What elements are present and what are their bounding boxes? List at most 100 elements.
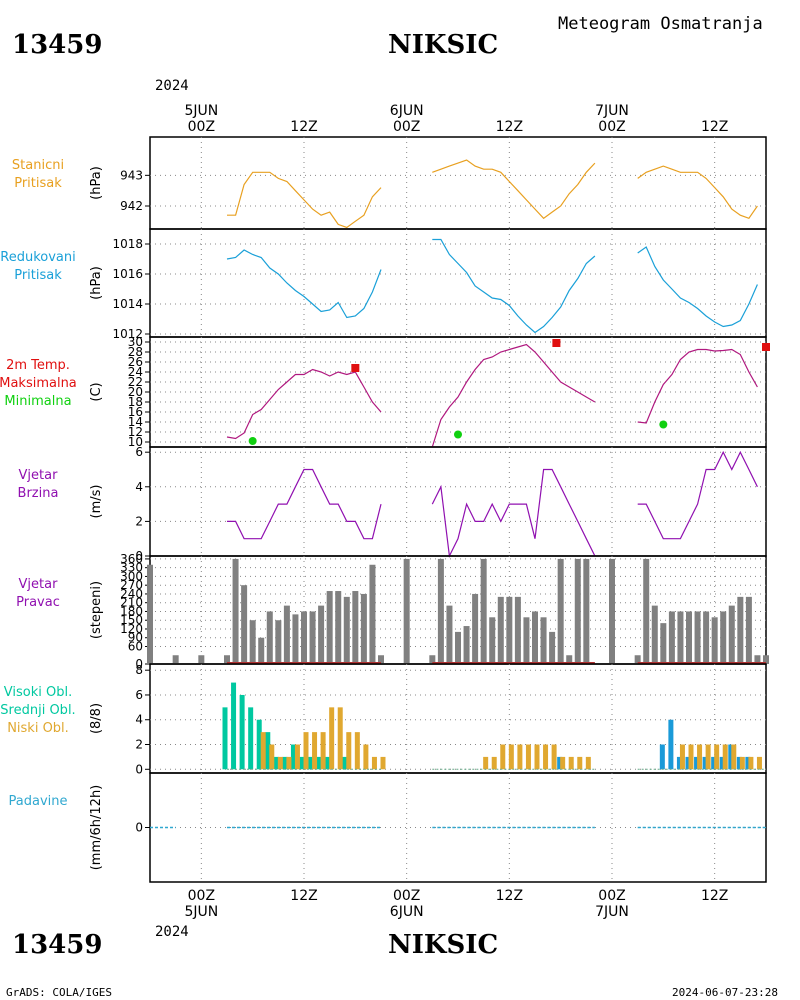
direction-bar [266,611,273,664]
high-cloud-bar [325,756,331,770]
direction-bar [703,611,710,664]
direction-bar [609,558,615,664]
tmax-marker [762,343,770,351]
direction-bar [574,558,581,664]
direction-bar [686,611,692,664]
panel-label-wind-speed: Vjetar [19,468,59,483]
direction-bar [643,558,650,664]
y-tick-label-wind-direction: 120 [120,622,143,636]
time-label-top: 00Z [598,119,625,135]
low-cloud-bar [508,744,514,770]
mid-cloud-bar [659,744,665,770]
direction-bar [566,655,573,664]
high-cloud-bar [265,732,271,770]
y-tick-label-wind-direction: 180 [120,604,143,618]
direction-bar [745,596,752,664]
series-line-temperature [637,348,758,424]
direction-bar [506,596,513,664]
low-cloud-bar [697,744,703,770]
low-cloud-bar [277,756,283,770]
low-cloud-bar [294,744,300,770]
mid-cloud-bar [745,756,751,770]
y-tick-label-temperature: 18 [128,395,143,409]
high-cloud-bar [248,707,254,770]
direction-bar [198,655,205,664]
unit-label-station-pressure: (hPa) [89,166,104,200]
panel-frame-reduced-pressure [149,228,767,338]
y-tick-label-station-pressure: 943 [120,168,143,182]
y-tick-label-wind-direction: 300 [120,569,143,583]
station-name-header: NIKSIC [388,30,499,60]
direction-bar [523,617,530,664]
high-cloud-bar [290,744,296,770]
direction-bar [318,605,325,664]
low-cloud-bar [756,756,762,770]
y-tick-label-wind-direction: 90 [128,631,143,645]
y-tick-label-wind-direction: 60 [128,639,143,653]
direction-bar [754,655,761,664]
direction-bar [480,558,487,664]
direction-bar [472,593,479,664]
direction-bar [352,591,359,664]
high-cloud-bar [256,719,262,770]
tmax-marker [552,339,561,347]
low-cloud-bar [748,756,754,770]
y-tick-label-temperature: 28 [128,345,143,359]
mid-cloud-bar [719,756,725,770]
panel-frame-station-pressure [149,136,767,230]
y-tick-label-reduced-pressure: 1016 [112,267,143,281]
time-label-top: 6JUN [390,103,424,119]
low-cloud-bar [320,732,326,770]
mid-cloud-bar [702,756,708,770]
direction-bar [301,611,307,664]
time-label-bottom: 00Z [393,888,420,904]
y-tick-label-temperature: 24 [128,365,143,379]
y-tick-label-wind-direction: 0 [135,657,143,671]
mid-cloud-bar [728,744,734,770]
time-label-bottom: 00Z [188,888,215,904]
low-cloud-bar [560,756,566,770]
low-cloud-bar [303,732,309,770]
direction-bar [711,617,718,664]
y-tick-label-wind-speed: 0 [135,549,143,563]
y-tick-label-temperature: 20 [128,385,143,399]
time-label-bottom: 7JUN [595,904,629,920]
low-cloud-bar [260,732,266,770]
direction-bar [720,611,727,664]
direction-bar [147,564,153,664]
direction-bar [489,617,496,664]
low-cloud-bar [688,744,694,770]
time-label-top: 12Z [701,119,728,135]
direction-bar [763,655,769,664]
mid-cloud-bar [557,756,563,770]
low-cloud-bar [312,732,318,770]
mid-cloud-bar [736,756,742,770]
low-cloud-bar [534,744,540,770]
direction-bar [283,605,290,664]
high-cloud-bar [308,756,314,770]
low-cloud-bar [354,732,360,770]
time-label-top: 5JUN [184,103,218,119]
y-tick-label-reduced-pressure: 1012 [112,327,143,341]
low-cloud-bar [577,756,583,770]
low-cloud-bar [346,732,352,770]
y-tick-label-reduced-pressure: 1014 [112,297,143,311]
panel-label-station-pressure: Pritisak [14,176,62,191]
direction-bar [532,611,538,664]
panel-label-temperature: Minimalna [4,394,71,409]
direction-bar [668,611,675,664]
low-cloud-bar [739,756,745,770]
direction-bar [540,617,547,664]
low-cloud-bar [329,707,335,770]
series-line-temperature [226,368,382,440]
y-tick-label-wind-direction: 360 [120,552,143,566]
time-label-top: 7JUN [595,103,629,119]
tmax-marker [351,364,360,372]
y-tick-label-clouds: 8 [135,663,143,677]
high-cloud-bar [239,694,245,770]
panel-label-clouds: Srednji Obl. [0,703,75,718]
time-label-bottom: 12Z [496,888,523,904]
y-tick-label-temperature: 22 [128,375,143,389]
direction-bar [378,655,384,664]
